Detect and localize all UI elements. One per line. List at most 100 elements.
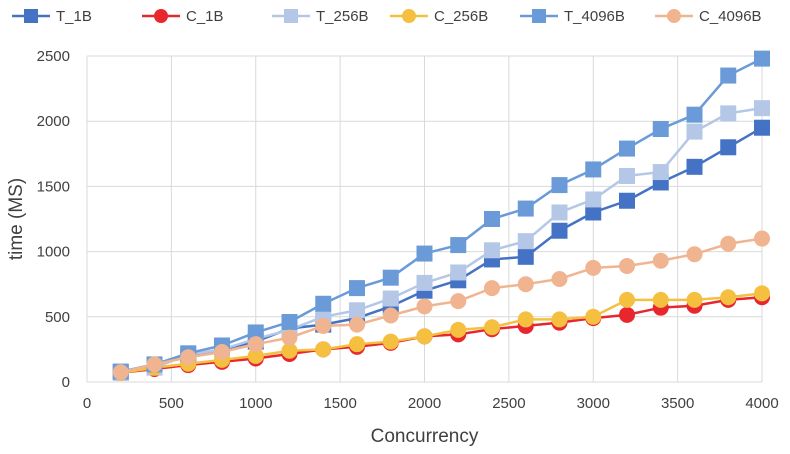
data-point bbox=[450, 293, 467, 310]
data-point bbox=[484, 319, 500, 336]
series-C_4096B bbox=[112, 230, 770, 381]
x-tick-label: 1000 bbox=[239, 395, 272, 412]
data-point bbox=[450, 237, 467, 254]
legend-item-T_256B: T_256B bbox=[272, 8, 369, 25]
data-point bbox=[315, 295, 332, 312]
legend-marker bbox=[154, 9, 168, 23]
x-tick-label: 4000 bbox=[745, 395, 778, 412]
series-C_256B bbox=[112, 285, 770, 381]
data-point bbox=[619, 291, 635, 308]
data-point bbox=[146, 356, 163, 373]
series-T_256B bbox=[112, 100, 770, 381]
y-tick-label: 2000 bbox=[37, 113, 70, 130]
series-layer bbox=[112, 50, 770, 381]
data-point bbox=[551, 204, 568, 221]
data-point bbox=[754, 119, 770, 136]
data-point bbox=[382, 290, 399, 307]
data-point bbox=[180, 349, 197, 366]
x-tick-label: 3500 bbox=[661, 395, 694, 412]
data-point bbox=[652, 252, 669, 269]
x-tick-label: 3000 bbox=[577, 395, 610, 412]
data-point bbox=[619, 140, 635, 157]
y-tick-label: 1500 bbox=[37, 178, 70, 195]
legend: T_1B C_1B T_256B C_256B T_4096B C_4096B bbox=[12, 8, 762, 25]
data-point bbox=[281, 329, 298, 346]
data-point bbox=[720, 289, 737, 306]
legend-marker bbox=[402, 9, 416, 23]
y-tick-label: 1000 bbox=[37, 244, 70, 261]
data-point bbox=[214, 344, 230, 361]
data-point bbox=[450, 321, 467, 338]
data-point bbox=[484, 211, 500, 227]
data-point bbox=[619, 192, 635, 209]
data-point bbox=[720, 105, 737, 122]
data-point bbox=[382, 269, 399, 286]
y-tick-label: 0 bbox=[62, 374, 70, 391]
data-point bbox=[585, 204, 602, 221]
series-line bbox=[120, 57, 763, 373]
data-point bbox=[349, 316, 365, 333]
data-point bbox=[382, 333, 399, 350]
data-point bbox=[619, 167, 635, 184]
x-tick-label: 1500 bbox=[323, 395, 356, 412]
data-point bbox=[585, 259, 602, 276]
data-point bbox=[416, 328, 433, 345]
data-point bbox=[517, 248, 534, 265]
data-point bbox=[281, 314, 298, 331]
data-point bbox=[517, 276, 534, 293]
data-point bbox=[720, 235, 737, 252]
data-point bbox=[349, 302, 365, 319]
data-point bbox=[247, 347, 264, 364]
data-point bbox=[484, 280, 500, 297]
data-point bbox=[551, 177, 568, 194]
data-point bbox=[754, 100, 770, 117]
data-point bbox=[686, 123, 703, 140]
x-tick-label: 0 bbox=[83, 395, 91, 412]
data-point bbox=[686, 291, 703, 308]
data-point bbox=[619, 257, 635, 274]
data-point bbox=[652, 121, 669, 138]
data-point bbox=[551, 270, 568, 287]
legend-item-T_4096B: T_4096B bbox=[520, 8, 625, 25]
legend-label: C_256B bbox=[434, 8, 488, 25]
data-point bbox=[619, 306, 635, 323]
data-point bbox=[517, 311, 534, 328]
data-point bbox=[450, 264, 467, 281]
data-point bbox=[652, 291, 669, 308]
data-point bbox=[686, 246, 703, 263]
data-point bbox=[247, 336, 264, 353]
data-point bbox=[551, 222, 568, 239]
legend-label: T_1B bbox=[56, 8, 92, 25]
y-tick-label: 500 bbox=[45, 309, 70, 326]
legend-item-C_256B: C_256B bbox=[390, 8, 488, 25]
legend-marker bbox=[667, 9, 681, 23]
legend-marker bbox=[532, 9, 546, 23]
axes: Concurrency time (MS) bbox=[6, 178, 479, 447]
x-axis-title: Concurrency bbox=[371, 426, 479, 447]
tick-labels: 0 500 1000 1500 2000 2500 3000 3500 4000 0 500 1000… bbox=[37, 48, 779, 412]
data-point bbox=[585, 161, 602, 178]
data-point bbox=[754, 230, 770, 247]
legend-label: T_4096B bbox=[564, 8, 625, 25]
data-point bbox=[585, 191, 602, 208]
legend-label: C_4096B bbox=[699, 8, 762, 25]
data-point bbox=[416, 274, 433, 291]
data-point bbox=[754, 50, 770, 67]
y-axis-title: time (MS) bbox=[6, 178, 27, 260]
data-point bbox=[349, 280, 365, 297]
legend-marker bbox=[24, 9, 38, 23]
legend-marker bbox=[284, 9, 298, 23]
data-point bbox=[652, 164, 669, 181]
data-point bbox=[112, 364, 129, 381]
legend-label: C_1B bbox=[186, 8, 224, 25]
data-point bbox=[416, 298, 433, 315]
data-point bbox=[551, 311, 568, 328]
y-tick-label: 2500 bbox=[37, 48, 70, 65]
data-point bbox=[416, 245, 433, 262]
data-point bbox=[315, 317, 332, 334]
data-point bbox=[720, 139, 737, 156]
data-point bbox=[517, 200, 534, 217]
data-point bbox=[247, 324, 264, 341]
